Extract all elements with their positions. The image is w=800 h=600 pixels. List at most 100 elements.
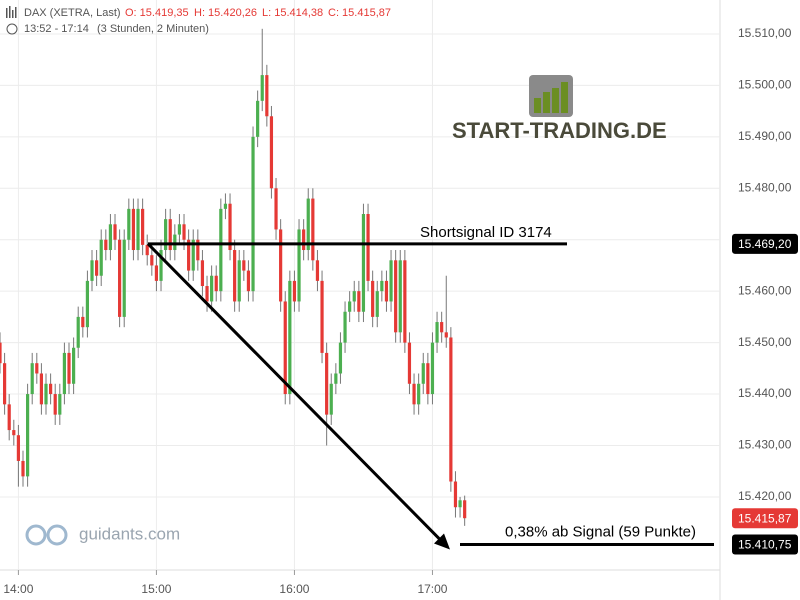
candle-body (329, 383, 333, 415)
price-label: 15.415,87 (738, 511, 792, 525)
candle-body (352, 291, 356, 302)
candle-body (256, 100, 260, 137)
candle-body (95, 260, 99, 276)
candle-body (371, 280, 375, 317)
candle-body (164, 219, 168, 251)
candle-body (430, 342, 435, 395)
y-tick-label: 15.490,00 (738, 129, 792, 143)
candle-body (35, 363, 39, 374)
candle-body (389, 260, 393, 302)
x-tick-label: 17:00 (417, 582, 447, 596)
candle-body (426, 363, 430, 395)
candle-body (449, 337, 453, 482)
candle-body (53, 394, 57, 415)
candle-body (131, 208, 136, 251)
candle-body (7, 404, 11, 431)
y-tick-label: 15.440,00 (738, 386, 792, 400)
clock-icon (6, 23, 18, 35)
candle-body (334, 373, 338, 384)
candle-body (67, 352, 71, 384)
high-label: H: 15.420,26 (194, 7, 257, 19)
candle-body (49, 383, 53, 395)
duration: (3 Stunden, 2 Minuten) (97, 23, 209, 35)
candle-body (435, 322, 439, 343)
open-label: O: 15.419,35 (125, 7, 189, 19)
y-tick-label: 15.430,00 (738, 438, 792, 452)
candle-body (141, 208, 145, 245)
candle-body (72, 347, 76, 384)
candle-body (302, 229, 306, 251)
candle-body (458, 500, 462, 508)
candle-body (463, 500, 467, 519)
candle-body (136, 208, 140, 251)
candle-body (0, 342, 2, 364)
candle-body (154, 265, 159, 281)
candle-body (237, 260, 241, 302)
candle-body (421, 363, 425, 384)
candle-body (274, 188, 278, 230)
y-tick-label: 15.460,00 (738, 283, 792, 297)
candle-body (269, 116, 274, 189)
candle-body (113, 224, 117, 240)
y-tick-label: 15.510,00 (738, 26, 792, 40)
candle-body (205, 286, 209, 302)
x-tick-label: 14:00 (3, 582, 33, 596)
candle-body (292, 280, 297, 302)
candle-body (311, 198, 315, 261)
candle-body (159, 250, 163, 281)
candle-body (76, 316, 80, 348)
candle-body (297, 229, 301, 302)
candle-body (223, 203, 228, 209)
candle-body (219, 208, 223, 292)
candle-body (90, 260, 94, 281)
bar-icon (6, 6, 17, 18)
arrow-head (434, 533, 450, 550)
logo-text: START-TRADING.DE (452, 118, 667, 143)
candle-body (104, 239, 108, 251)
logo-icon (529, 75, 573, 117)
y-tick-label: 15.450,00 (738, 335, 792, 349)
candle-body (233, 250, 237, 302)
candle-body (348, 301, 352, 312)
candle-body (265, 75, 269, 117)
y-tick-label: 15.480,00 (738, 180, 792, 194)
y-tick-label: 15.420,00 (738, 489, 792, 503)
candle-body (122, 239, 126, 317)
candle-body (3, 363, 7, 405)
candle-body (168, 219, 172, 251)
candle-body (200, 260, 205, 287)
time-range: 13:52 - 17:14 (24, 23, 89, 35)
candle-body (85, 280, 90, 328)
candle-body (403, 260, 407, 343)
candle-body (279, 229, 283, 302)
candle-body (440, 322, 444, 333)
candle-body (398, 260, 402, 333)
candle-body (366, 214, 370, 281)
candle-body (214, 275, 218, 292)
candle-body (228, 203, 232, 251)
price-label: 15.469,20 (738, 237, 792, 251)
candle-body (361, 214, 366, 312)
candle-body (191, 239, 195, 271)
candle-body (283, 301, 287, 395)
candle-body (444, 332, 448, 338)
candle-body (30, 363, 34, 395)
candle-body (417, 383, 421, 405)
price-label-box (732, 508, 798, 529)
candle-body (58, 394, 62, 415)
candle-body (315, 260, 320, 281)
candle-body (453, 481, 458, 508)
candle-body (173, 234, 177, 251)
chart-title: DAX (XETRA, Last) (24, 7, 121, 19)
candle-body (246, 270, 251, 292)
candle-body (39, 373, 44, 405)
candle-body (44, 383, 48, 405)
candle-body (145, 244, 149, 256)
annotation: 0,38% ab Signal (59 Punkte) (505, 524, 696, 541)
candle-body (251, 136, 255, 292)
candle-body (196, 239, 200, 261)
candle-body (320, 280, 324, 353)
x-tick-label: 15:00 (141, 582, 171, 596)
candle-body (357, 291, 361, 312)
